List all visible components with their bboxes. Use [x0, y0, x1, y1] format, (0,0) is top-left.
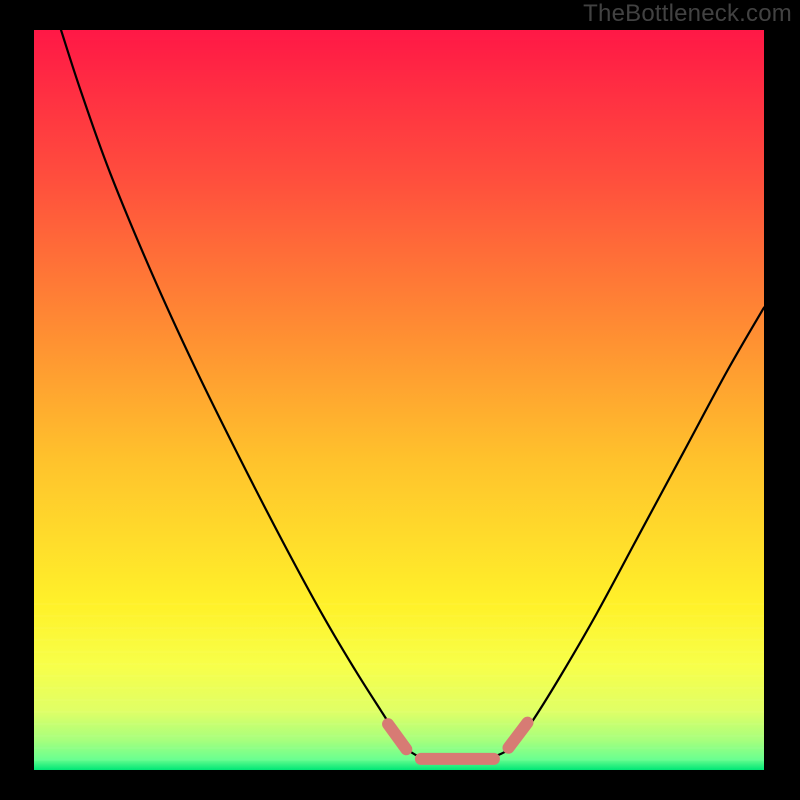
bottleneck-chart: [0, 0, 800, 800]
chart-stage: TheBottleneck.com: [0, 0, 800, 800]
